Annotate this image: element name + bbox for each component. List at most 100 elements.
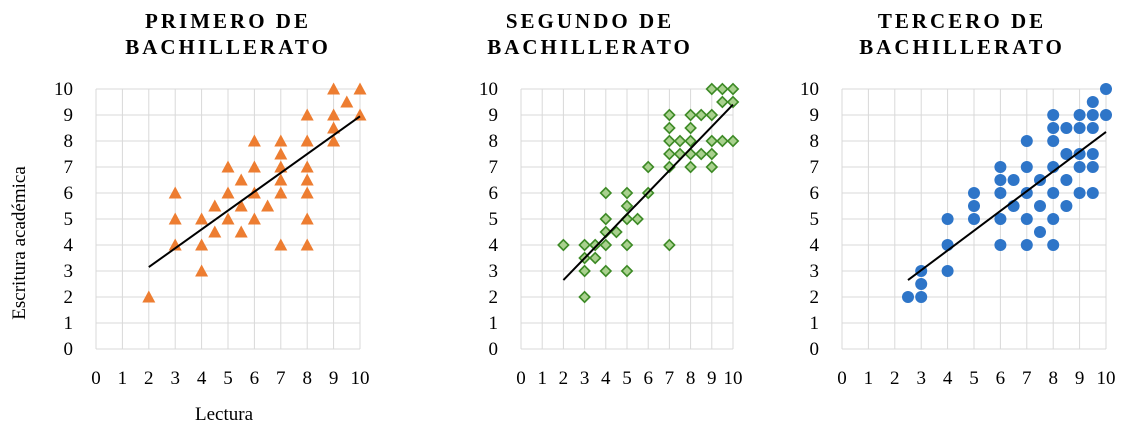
data-point-diamond xyxy=(684,147,697,161)
x-axis-label: Lectura xyxy=(195,404,254,425)
data-point-diamond xyxy=(663,121,676,135)
data-point-triangle xyxy=(247,212,261,225)
data-point-circle xyxy=(915,291,928,303)
y-tick-label: 8 xyxy=(64,131,74,152)
x-tick-label: 8 xyxy=(302,368,312,389)
data-point-diamond xyxy=(663,238,676,252)
data-point-circle xyxy=(1073,161,1086,173)
data-point-triangle xyxy=(274,186,288,199)
y-tick-label: 9 xyxy=(489,105,499,126)
y-tick-label: 7 xyxy=(810,157,820,178)
data-point-triangle xyxy=(168,212,182,225)
data-point-diamond xyxy=(620,264,634,278)
x-tick-label: 0 xyxy=(837,368,847,389)
x-tick-label: 1 xyxy=(118,368,128,389)
data-point-triangle xyxy=(234,199,248,212)
data-point-triangle xyxy=(353,82,367,95)
data-point-diamond xyxy=(694,108,708,122)
data-point-circle xyxy=(994,213,1007,225)
data-point-diamond xyxy=(705,160,719,174)
data-point-circle xyxy=(1034,200,1046,212)
data-point-triangle xyxy=(327,121,341,134)
data-point-triangle xyxy=(327,108,341,121)
y-tick-label: 10 xyxy=(479,79,498,100)
x-tick-label: 2 xyxy=(559,368,569,389)
data-point-circle xyxy=(968,187,980,199)
data-point-circle xyxy=(902,291,914,303)
x-tick-label: 2 xyxy=(890,368,900,389)
x-tick-label: 6 xyxy=(996,368,1006,389)
y-tick-label: 2 xyxy=(810,287,820,308)
y-tick-label: 0 xyxy=(489,339,499,360)
data-point-circle xyxy=(941,265,954,277)
x-tick-label: 8 xyxy=(686,368,696,389)
data-point-circle xyxy=(941,239,954,251)
data-point-triangle xyxy=(261,199,275,212)
data-point-diamond xyxy=(684,121,697,135)
data-point-circle xyxy=(994,174,1007,186)
data-point-triangle xyxy=(274,173,288,186)
data-point-circle xyxy=(1073,122,1086,134)
data-point-triangle xyxy=(142,290,156,303)
data-point-triangle xyxy=(300,238,314,251)
y-tick-label: 5 xyxy=(810,209,820,230)
data-point-diamond xyxy=(599,186,613,200)
data-point-diamond xyxy=(557,238,570,252)
data-point-circle xyxy=(1086,122,1099,134)
trendline xyxy=(907,131,1107,281)
x-tick-label: 2 xyxy=(144,368,154,389)
y-tick-label: 10 xyxy=(800,79,819,100)
data-point-diamond xyxy=(705,82,719,96)
data-point-circle xyxy=(1086,187,1099,199)
data-point-triangle xyxy=(300,186,314,199)
x-tick-label: 7 xyxy=(665,368,675,389)
data-point-triangle xyxy=(327,134,341,147)
data-point-triangle xyxy=(247,160,261,173)
data-point-diamond xyxy=(726,95,740,109)
y-tick-label: 2 xyxy=(64,287,74,308)
data-point-circle xyxy=(1100,83,1112,95)
data-point-circle xyxy=(1047,187,1060,199)
data-point-diamond xyxy=(663,147,676,161)
data-point-circle xyxy=(968,200,980,212)
y-axis-label: Escritura académica xyxy=(9,166,30,320)
data-point-diamond xyxy=(684,160,697,174)
data-point-diamond xyxy=(726,82,740,96)
y-tick-label: 5 xyxy=(489,209,499,230)
data-point-circle xyxy=(1086,148,1099,160)
data-point-triangle xyxy=(247,134,261,147)
data-point-triangle xyxy=(221,186,235,199)
data-point-triangle xyxy=(208,199,222,212)
data-point-diamond xyxy=(663,108,676,122)
data-point-triangle xyxy=(195,264,209,277)
data-point-circle xyxy=(1073,148,1086,160)
x-tick-label: 8 xyxy=(1048,368,1058,389)
chart-title-line: BACHILLERATO xyxy=(125,35,331,59)
data-point-diamond xyxy=(578,238,591,252)
data-point-circle xyxy=(1047,135,1060,147)
x-tick-label: 6 xyxy=(250,368,260,389)
data-point-triangle xyxy=(327,82,341,95)
data-point-circle xyxy=(1086,96,1099,108)
y-tick-label: 6 xyxy=(810,183,820,204)
data-point-diamond xyxy=(705,147,719,161)
data-point-diamond xyxy=(684,134,697,148)
data-point-circle xyxy=(1086,109,1099,121)
data-point-diamond xyxy=(588,238,602,252)
y-tick-label: 4 xyxy=(64,235,74,256)
y-tick-label: 8 xyxy=(810,131,820,152)
data-point-circle xyxy=(994,239,1007,251)
y-tick-label: 0 xyxy=(64,339,74,360)
y-tick-label: 1 xyxy=(489,313,499,334)
x-tick-label: 9 xyxy=(329,368,339,389)
chart-title-line: BACHILLERATO xyxy=(487,35,693,59)
data-point-circle xyxy=(1047,213,1060,225)
y-tick-label: 7 xyxy=(489,157,499,178)
data-point-triangle xyxy=(221,160,235,173)
data-point-circle xyxy=(1020,135,1033,147)
data-point-circle xyxy=(968,213,980,225)
y-tick-label: 2 xyxy=(489,287,499,308)
data-point-circle xyxy=(1047,239,1060,251)
data-point-triangle xyxy=(208,225,222,238)
